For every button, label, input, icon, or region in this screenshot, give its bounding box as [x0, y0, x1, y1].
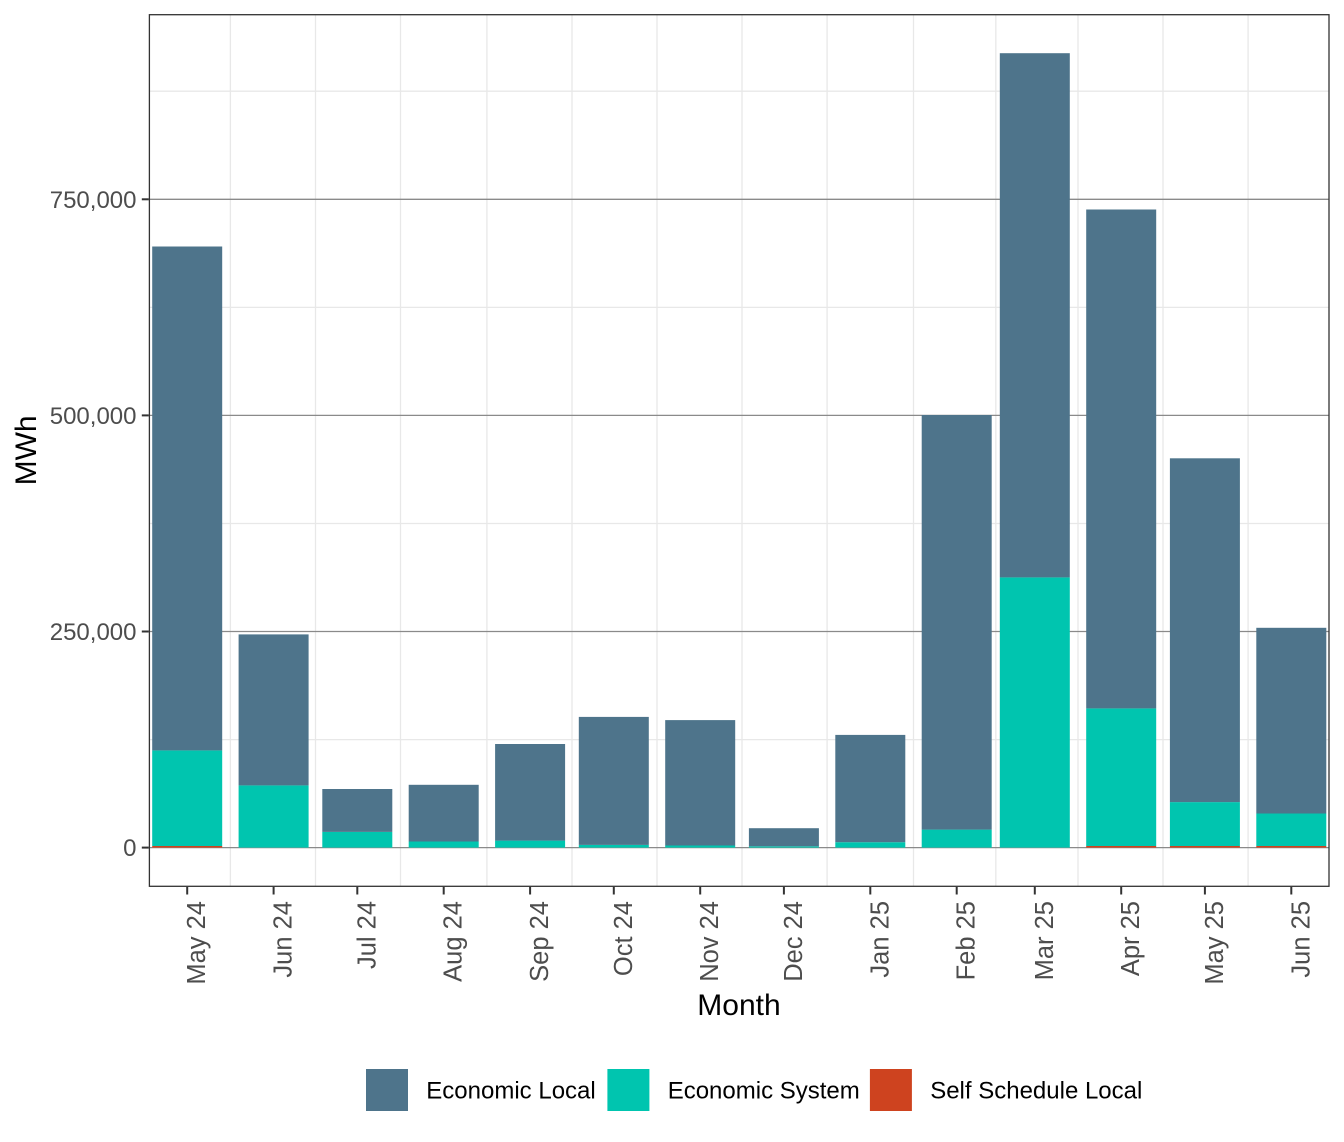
svg-text:Oct 24: Oct 24 — [610, 901, 638, 976]
svg-text:Month: Month — [697, 989, 780, 1022]
svg-text:Sep 24: Sep 24 — [526, 901, 554, 982]
svg-text:Dec 24: Dec 24 — [780, 901, 808, 982]
svg-text:Aug 24: Aug 24 — [440, 901, 468, 982]
svg-text:Nov 24: Nov 24 — [696, 901, 724, 982]
svg-text:Jun 24: Jun 24 — [270, 901, 298, 978]
svg-text:May 24: May 24 — [183, 901, 211, 985]
svg-text:Feb 25: Feb 25 — [953, 901, 981, 980]
svg-text:500,000: 500,000 — [50, 403, 137, 430]
svg-text:Jul 24: Jul 24 — [353, 901, 381, 969]
svg-text:0: 0 — [123, 835, 136, 862]
svg-text:Jan 25: Jan 25 — [866, 901, 894, 978]
svg-text:Apr 25: Apr 25 — [1117, 901, 1145, 976]
svg-text:250,000: 250,000 — [50, 619, 137, 646]
svg-text:Jun 25: Jun 25 — [1287, 901, 1315, 978]
svg-text:Economic System: Economic System — [668, 1078, 860, 1105]
svg-text:Mar 25: Mar 25 — [1031, 901, 1059, 980]
svg-text:May 25: May 25 — [1201, 901, 1229, 985]
svg-text:MWh: MWh — [10, 415, 43, 485]
svg-text:750,000: 750,000 — [50, 187, 137, 214]
svg-text:Economic Local: Economic Local — [426, 1078, 595, 1105]
svg-text:Self Schedule Local: Self Schedule Local — [930, 1078, 1142, 1105]
